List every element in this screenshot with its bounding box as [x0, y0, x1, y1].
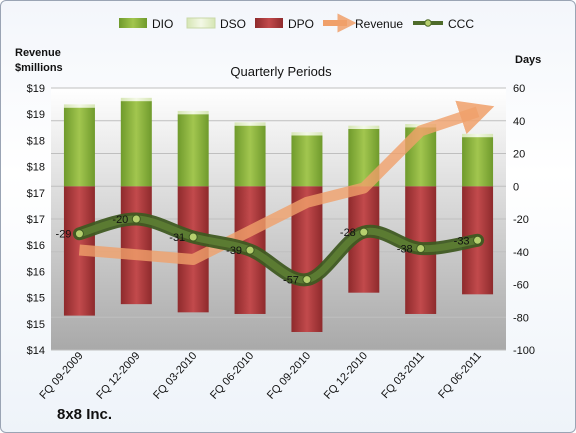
- right-tick-label: 20: [513, 149, 525, 161]
- x-axis-ticks: FQ 09-2009 FQ 12-2009 FQ 03-2010 FQ 06-2010…: [37, 350, 483, 402]
- dso-bar: [291, 132, 323, 136]
- ccc-data-label: -57: [283, 275, 299, 287]
- dso-bar: [120, 97, 152, 102]
- x-tick-label: FQ 09-2009: [37, 350, 85, 402]
- legend-swatch-dio: [119, 18, 147, 28]
- legend: DIO DSO DPO Revenue CCC: [119, 13, 474, 33]
- dso-bar: [177, 110, 209, 115]
- right-tick-label: 60: [513, 83, 525, 95]
- ccc-point: [188, 232, 198, 242]
- dio-bar: [291, 135, 323, 187]
- left-tick-label: $17: [27, 188, 45, 200]
- x-tick-label: FQ 12-2010: [322, 350, 370, 402]
- dpo-bar: [120, 186, 152, 305]
- left-axis-ticks: $19 $19 $18 $18 $17 $17 $16 $16 $15 $15 $14: [27, 83, 45, 357]
- left-tick-label: $17: [27, 214, 45, 226]
- legend-swatch-dso: [186, 17, 216, 29]
- left-tick-label: $15: [27, 293, 45, 305]
- legend-swatch-dpo: [255, 18, 283, 28]
- left-tick-label: $18: [27, 135, 45, 147]
- legend-swatch-ccc-marker: [424, 19, 432, 27]
- left-tick-label: $16: [27, 240, 45, 252]
- right-tick-label: -100: [513, 345, 535, 357]
- revenue-arrow: [78, 100, 495, 265]
- left-tick-label: $19: [27, 109, 45, 121]
- dso-bar: [63, 104, 95, 108]
- ccc-data-label: -20: [112, 214, 128, 226]
- right-tick-label: -80: [513, 312, 529, 324]
- bars-layer: [63, 97, 494, 332]
- x-tick-label: FQ 09-2010: [265, 350, 313, 402]
- right-axis-title: Days: [515, 54, 541, 66]
- x-tick-label: FQ 03-2011: [379, 350, 427, 401]
- revenue-layer: [78, 100, 495, 265]
- left-axis-title-line2: $millions: [15, 62, 63, 74]
- right-tick-label: 40: [513, 116, 525, 128]
- ccc-point: [416, 243, 426, 253]
- left-tick-label: $15: [27, 319, 45, 331]
- dio-bar: [63, 107, 95, 187]
- ccc-data-label: -28: [340, 227, 356, 239]
- legend-label-dpo: DPO: [288, 17, 314, 31]
- left-axis-title-line1: Revenue: [15, 47, 61, 59]
- ccc-data-label: -33: [454, 235, 470, 247]
- ccc-point: [473, 235, 483, 245]
- ccc-layer: -29 -20 -31 -39 -57 -28 -38 -33: [56, 212, 485, 287]
- right-tick-label: -60: [513, 280, 529, 292]
- left-tick-label: $18: [27, 162, 45, 174]
- left-tick-label: $16: [27, 266, 45, 278]
- ccc-data-label: -31: [169, 232, 185, 244]
- x-tick-label: FQ 03-2010: [151, 350, 199, 402]
- dio-bar: [177, 114, 209, 187]
- ccc-line-highlight: [75, 215, 482, 284]
- dio-bar: [234, 125, 266, 187]
- dio-bar: [462, 137, 494, 187]
- dio-bar: [120, 101, 152, 187]
- right-tick-label: -40: [513, 247, 529, 259]
- ccc-point: [302, 275, 312, 285]
- ccc-data-label: -39: [226, 245, 242, 257]
- legend-label-dso: DSO: [220, 17, 246, 31]
- left-tick-label: $19: [27, 83, 45, 95]
- legend-label-dio: DIO: [152, 17, 173, 31]
- ccc-data-label: -29: [56, 229, 72, 241]
- ccc-point: [359, 227, 369, 237]
- legend-label-revenue: Revenue: [355, 17, 403, 31]
- x-tick-label: FQ 12-2009: [94, 350, 142, 402]
- x-tick-label: FQ 06-2011: [436, 350, 484, 401]
- ccc-data-label: -38: [397, 243, 413, 255]
- ccc-point: [245, 245, 255, 255]
- company-name: 8x8 Inc.: [57, 406, 112, 423]
- dso-bar: [234, 122, 266, 126]
- dso-bar: [348, 125, 380, 129]
- dso-bar: [462, 133, 494, 138]
- right-tick-label: 0: [513, 181, 519, 193]
- right-tick-label: -20: [513, 214, 529, 226]
- chart-title: Quarterly Periods: [230, 64, 332, 79]
- legend-label-ccc: CCC: [448, 17, 474, 31]
- x-tick-label: FQ 06-2010: [208, 350, 256, 402]
- left-tick-label: $14: [27, 345, 45, 357]
- right-axis-ticks: 60 40 20 0 -20 -40 -60 -80 -100: [513, 83, 535, 357]
- ccc-point: [131, 214, 141, 224]
- ccc-point: [74, 229, 84, 239]
